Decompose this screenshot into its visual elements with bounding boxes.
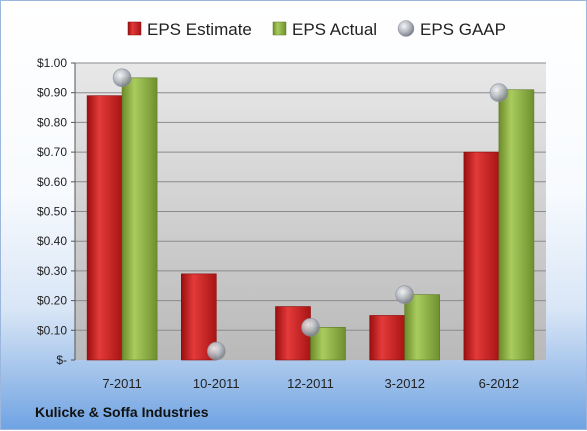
legend-label-eps-gaap: EPS GAAP <box>420 20 506 39</box>
y-tick-label: $0.70 <box>37 145 67 159</box>
legend-swatch-eps-estimate <box>127 21 142 36</box>
bar-eps-actual <box>404 294 441 361</box>
x-axis: 7-2011 10-2011 12-2011 3-2012 6-2012 <box>102 376 519 391</box>
bar-eps-estimate <box>369 315 406 361</box>
x-tick-label: 10-2011 <box>193 376 240 391</box>
x-tick-label: 6-2012 <box>479 376 519 391</box>
bar-eps-actual <box>121 77 158 361</box>
x-tick-label: 12-2011 <box>287 376 334 391</box>
y-tick-label: $0.90 <box>37 86 67 100</box>
bar-eps-actual <box>498 89 535 361</box>
point-eps-gaap <box>112 68 132 88</box>
x-tick-label: 3-2012 <box>384 376 424 391</box>
y-tick-label: $- <box>56 353 67 367</box>
y-tick-label: $0.30 <box>37 264 67 278</box>
bar-eps-actual <box>310 327 346 361</box>
y-tick-label: $0.10 <box>37 323 67 337</box>
y-axis: $- $0.10 $0.20 $0.30 $0.40 $0.50 $0.60 $0.70 $0.… <box>37 56 75 367</box>
x-tick-label: 7-2011 <box>102 376 142 391</box>
y-tick-label: $0.60 <box>37 175 67 189</box>
y-tick-label: $1.00 <box>37 56 67 70</box>
bars <box>86 77 535 361</box>
bar-eps-estimate <box>86 95 123 361</box>
legend-label-eps-estimate: EPS Estimate <box>147 20 252 39</box>
y-tick-label: $0.50 <box>37 205 67 219</box>
point-eps-gaap <box>301 318 320 337</box>
point-eps-gaap <box>207 341 226 361</box>
company-name-footer: Kulicke & Soffa Industries <box>35 404 209 420</box>
legend-swatch-eps-actual <box>272 21 287 36</box>
gaap-markers <box>112 68 509 361</box>
bar-eps-estimate <box>463 151 500 361</box>
legend-label-eps-actual: EPS Actual <box>292 20 377 39</box>
y-tick-label: $0.80 <box>37 115 67 129</box>
legend: EPS Estimate EPS Actual EPS GAAP <box>127 20 506 39</box>
point-eps-gaap <box>395 285 415 304</box>
y-tick-label: $0.40 <box>37 234 67 248</box>
point-eps-gaap <box>489 83 509 102</box>
y-tick-label: $0.20 <box>37 294 67 308</box>
legend-marker-eps-gaap <box>397 20 415 37</box>
